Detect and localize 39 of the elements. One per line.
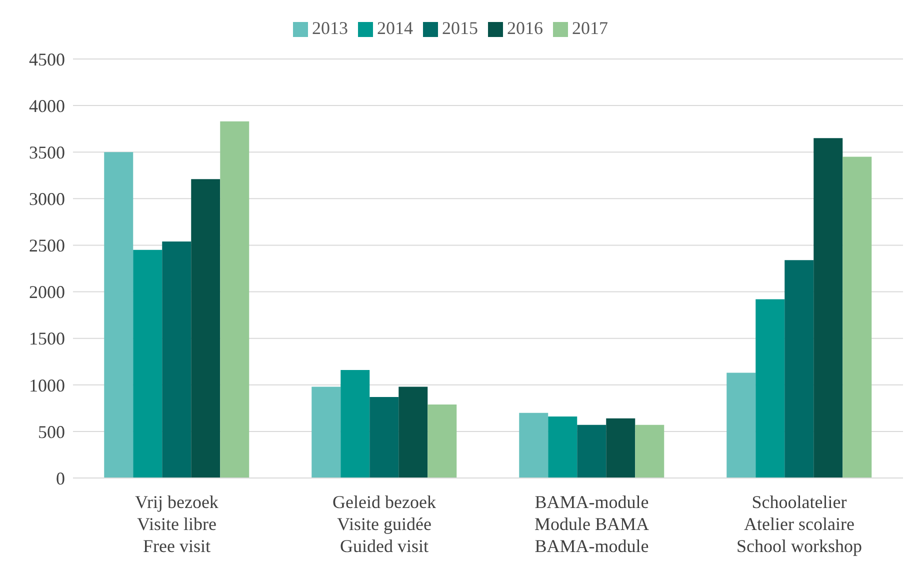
- bar: [606, 418, 636, 478]
- legend-label: 2013: [312, 18, 348, 38]
- y-tick-label: 4000: [29, 96, 65, 116]
- bar: [340, 370, 370, 478]
- y-tick-label: 3000: [29, 189, 65, 210]
- bar: [104, 152, 134, 478]
- x-tick-label: BAMA-module Module BAMA BAMA-module: [534, 492, 650, 556]
- y-tick-label: 2000: [29, 282, 65, 302]
- bar: [370, 396, 399, 478]
- bar: [784, 260, 814, 478]
- bar: [428, 404, 457, 478]
- y-tick-label: 2500: [29, 236, 65, 256]
- legend-label: 2016: [507, 18, 543, 38]
- bar: [756, 299, 785, 478]
- y-tick-label: 1000: [29, 375, 65, 396]
- y-tick-label: 500: [38, 422, 65, 442]
- y-tick-label: 4500: [29, 49, 65, 70]
- bar: [577, 424, 606, 478]
- legend-label: 2017: [572, 18, 608, 38]
- y-tick-label: 1500: [29, 328, 65, 349]
- x-tick-label: Geleid bezoek Visite guidée Guided visit: [332, 492, 436, 556]
- bar: [312, 386, 341, 478]
- bar: [398, 386, 428, 478]
- bar: [162, 242, 192, 478]
- legend-label: 2015: [442, 18, 478, 38]
- legend-label: 2014: [377, 18, 413, 38]
- bar: [842, 156, 872, 478]
- y-tick-label: 3500: [29, 142, 65, 162]
- bar: [548, 416, 578, 478]
- bar: [191, 179, 220, 478]
- x-tick-label: Schoolatelier Atelier scolaire School workshop: [736, 492, 862, 556]
- y-tick-label: 0: [56, 468, 65, 488]
- bar: [726, 372, 756, 478]
- bar: [635, 424, 664, 478]
- bar: [814, 138, 843, 478]
- bar: [220, 121, 250, 478]
- x-tick-label: Vrij bezoek Visite libre Free visit: [135, 492, 218, 556]
- bar: [133, 250, 162, 478]
- bar: [519, 412, 548, 478]
